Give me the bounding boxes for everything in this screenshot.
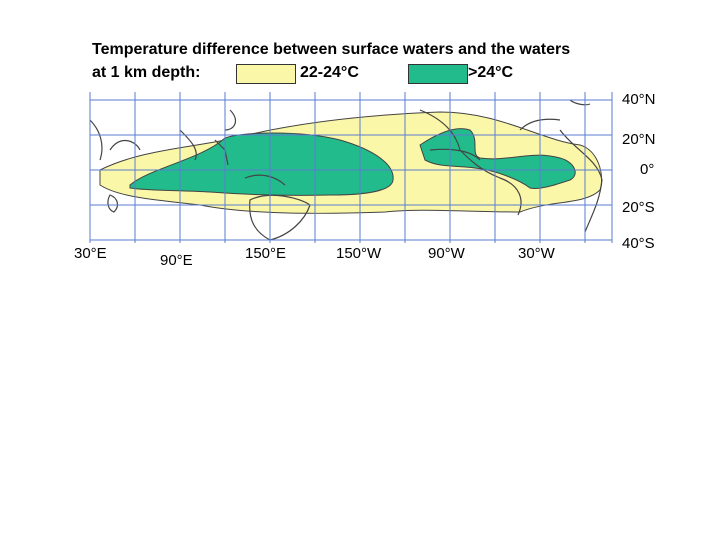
- lat-label-equator: 0°: [640, 161, 655, 178]
- coast-north: [519, 99, 591, 131]
- lon-label-90e: 90°E: [160, 252, 193, 269]
- legend-swatch-22-24: [236, 64, 296, 84]
- coast-madagascar: [107, 194, 119, 213]
- lat-label-40s: 40°S: [622, 235, 655, 252]
- lat-label-20s: 20°S: [622, 199, 655, 216]
- lon-label-90w: 90°W: [428, 245, 465, 262]
- lon-label-30w: 30°W: [518, 245, 555, 262]
- coast-new-guinea: [244, 174, 286, 186]
- legend-label-over-24: >24°C: [468, 64, 514, 81]
- coast-africa-west: [559, 129, 603, 233]
- lon-label-150e: 150°E: [245, 245, 287, 262]
- coast-americas: [419, 109, 522, 216]
- coast-africa-asia: [89, 109, 237, 166]
- coast-australia: [249, 194, 311, 241]
- legend-label-22-24: 22-24°C: [300, 64, 359, 81]
- map-title-line2: at 1 km depth:: [92, 64, 201, 81]
- lat-label-20n: 20°N: [622, 131, 656, 148]
- legend-swatch-over-24: [408, 64, 468, 84]
- coastlines: [89, 99, 603, 241]
- lon-label-150w: 150°W: [336, 245, 382, 262]
- map-title: Temperature difference between surface w…: [92, 41, 571, 58]
- lon-label-30e: 30°E: [74, 245, 107, 262]
- lat-label-40n: 40°N: [622, 91, 656, 108]
- graticule: [89, 92, 613, 243]
